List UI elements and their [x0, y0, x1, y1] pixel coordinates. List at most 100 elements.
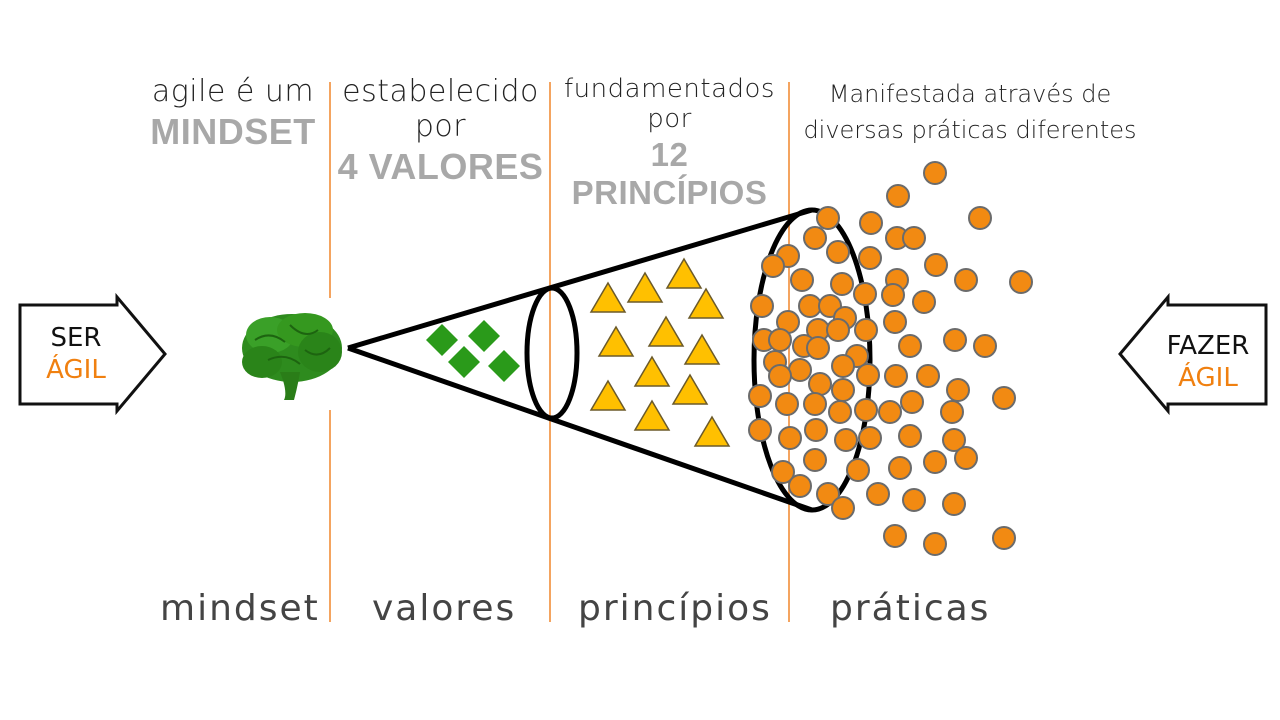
header-praticas: Manifestada através de diversas práticas… [800, 76, 1140, 148]
divider-2 [549, 82, 551, 622]
fazer-arrow-shape [1118, 292, 1268, 416]
circle-icon [804, 418, 828, 442]
header-valores-line1: estabelecido por [342, 74, 539, 144]
circle-icon [853, 282, 877, 306]
valores-group [426, 320, 520, 382]
circle-icon [886, 184, 910, 208]
circle-icon [830, 272, 854, 296]
triangle-icon [671, 373, 709, 405]
circle-icon [858, 426, 882, 450]
header-mindset-line1: agile é um [151, 74, 315, 109]
circle-icon [866, 482, 890, 506]
circle-icon [826, 240, 850, 264]
circle-icon [826, 318, 850, 342]
header-mindset: agile é um MINDSET [148, 74, 318, 153]
circle-icon [816, 206, 840, 230]
circle-icon [775, 392, 799, 416]
funnel-outline [347, 207, 873, 513]
circle-icon [943, 328, 967, 352]
circle-icon [883, 524, 907, 548]
divider-1-top [329, 82, 331, 298]
circle-icon [912, 290, 936, 314]
circle-icon [790, 268, 814, 292]
circle-icon [761, 254, 785, 278]
circle-icon [888, 456, 912, 480]
circle-icon [768, 364, 792, 388]
footer-principios: princípios [578, 588, 772, 629]
circle-icon [806, 336, 830, 360]
agil-label-left: ÁGIL [46, 355, 106, 385]
header-praticas-line1: Manifestada através de [828, 80, 1112, 108]
circle-icon [816, 482, 840, 506]
circle-icon [778, 426, 802, 450]
diamond-icon [468, 320, 500, 352]
circle-icon [798, 294, 822, 318]
circle-icon [858, 246, 882, 270]
fazer-agil-label: FAZER ÁGIL [1158, 330, 1258, 394]
agil-label-right: ÁGIL [1178, 363, 1238, 393]
circle-icon [923, 532, 947, 556]
circle-icon [940, 400, 964, 424]
fazer-label: FAZER [1166, 331, 1250, 361]
circle-icon [946, 378, 970, 402]
brain-icon [242, 313, 342, 400]
header-principios-line2: 12 PRINCÍPIOS [571, 136, 768, 211]
triangle-icon [597, 325, 635, 357]
circle-icon [992, 386, 1016, 410]
circle-icon [898, 334, 922, 358]
circle-icon [831, 354, 855, 378]
diamond-icon [448, 346, 480, 378]
circle-icon [954, 446, 978, 470]
triangle-icon [683, 333, 721, 365]
circle-icon [881, 283, 905, 307]
triangle-icon [633, 399, 671, 431]
circle-icon [902, 226, 926, 250]
header-valores: estabelecido por 4 VALORES [333, 74, 548, 188]
triangle-icon [687, 287, 725, 319]
circle-icon [828, 400, 852, 424]
circle-icon [831, 496, 855, 520]
circle-icon [803, 392, 827, 416]
circle-icon [834, 428, 858, 452]
circle-icon [916, 364, 940, 388]
circle-icon [803, 448, 827, 472]
circle-icon [768, 328, 792, 352]
circle-icon [898, 424, 922, 448]
triangle-icon [693, 415, 731, 447]
principios-group [589, 257, 731, 447]
circle-icon [942, 428, 966, 452]
footer-mindset: mindset [160, 588, 320, 629]
circle-icon [788, 474, 812, 498]
triangle-icon [626, 271, 664, 303]
circle-icon [1009, 270, 1033, 294]
triangle-icon [665, 257, 703, 289]
circle-icon [923, 450, 947, 474]
ser-arrow-shape [18, 292, 167, 416]
circle-icon [803, 226, 827, 250]
circle-icon [884, 364, 908, 388]
circle-icon [854, 318, 878, 342]
circle-icon [878, 400, 902, 424]
triangle-icon [589, 379, 627, 411]
diamond-icon [488, 350, 520, 382]
circle-icon [854, 398, 878, 422]
circle-icon [900, 390, 924, 414]
header-principios: fundamentados por 12 PRINCÍPIOS [552, 74, 787, 212]
circle-icon [883, 310, 907, 334]
circle-icon [750, 294, 774, 318]
ser-label: SER [50, 323, 102, 353]
circle-icon [992, 526, 1016, 550]
footer-valores: valores [372, 588, 517, 629]
circle-icon [924, 253, 948, 277]
triangle-icon [647, 315, 685, 347]
footer-praticas: práticas [830, 588, 991, 629]
header-valores-line2: 4 VALORES [337, 146, 544, 187]
circle-icon [968, 206, 992, 230]
divider-3 [788, 82, 790, 622]
circle-icon [846, 458, 870, 482]
circle-icon [856, 363, 880, 387]
praticas-group [748, 161, 1033, 556]
header-praticas-line2: diversas práticas diferentes [803, 116, 1137, 144]
circle-icon [748, 418, 772, 442]
